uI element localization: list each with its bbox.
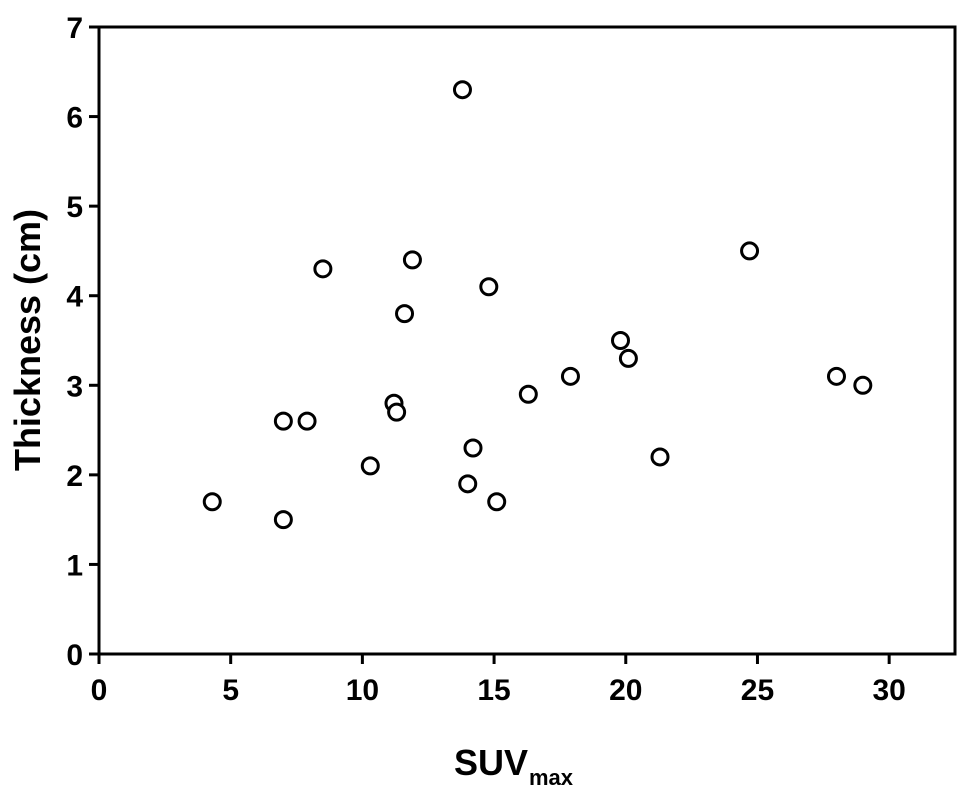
x-tick-label: 10 — [346, 674, 379, 707]
data-point — [395, 304, 415, 324]
y-tick-label: 5 — [66, 191, 83, 224]
data-point — [618, 348, 638, 368]
data-point — [360, 456, 380, 476]
data-point — [387, 402, 407, 422]
y-axis-ticks: 0 1 2 3 4 5 6 7 — [66, 12, 99, 672]
y-tick-label: 1 — [66, 549, 83, 582]
x-axis-title: SUV — [454, 742, 528, 783]
data-point — [402, 250, 422, 270]
data-point — [458, 474, 478, 494]
data-point — [650, 447, 670, 467]
data-point — [297, 411, 317, 431]
data-point — [853, 375, 873, 395]
data-point — [560, 366, 580, 386]
data-point — [273, 510, 293, 530]
data-point — [611, 331, 631, 350]
x-tick-label: 0 — [91, 674, 108, 707]
data-point — [826, 366, 846, 386]
data-point — [487, 492, 507, 512]
x-axis-ticks: 0 5 10 15 20 25 30 — [91, 654, 906, 707]
data-point — [313, 259, 333, 279]
x-axis-title-subscript: max — [529, 765, 574, 790]
x-tick-label: 15 — [477, 674, 510, 707]
data-point — [202, 492, 222, 512]
y-tick-label: 2 — [66, 460, 83, 493]
y-tick-label: 0 — [66, 639, 83, 672]
x-tick-label: 25 — [741, 674, 774, 707]
y-tick-label: 6 — [66, 102, 83, 135]
y-axis-title: Thickness (cm) — [7, 209, 48, 471]
data-point — [452, 80, 472, 100]
x-tick-label: 30 — [872, 674, 905, 707]
data-point — [463, 438, 483, 458]
x-tick-label: 5 — [222, 674, 239, 707]
data-point — [273, 411, 293, 431]
data-points — [202, 80, 873, 530]
data-point — [518, 384, 538, 404]
y-tick-label: 7 — [66, 12, 83, 45]
y-tick-label: 4 — [66, 281, 83, 314]
data-point — [479, 277, 499, 297]
y-tick-label: 3 — [66, 370, 83, 403]
plot-frame — [97, 25, 957, 656]
data-point — [740, 241, 760, 261]
x-tick-label: 20 — [609, 674, 642, 707]
